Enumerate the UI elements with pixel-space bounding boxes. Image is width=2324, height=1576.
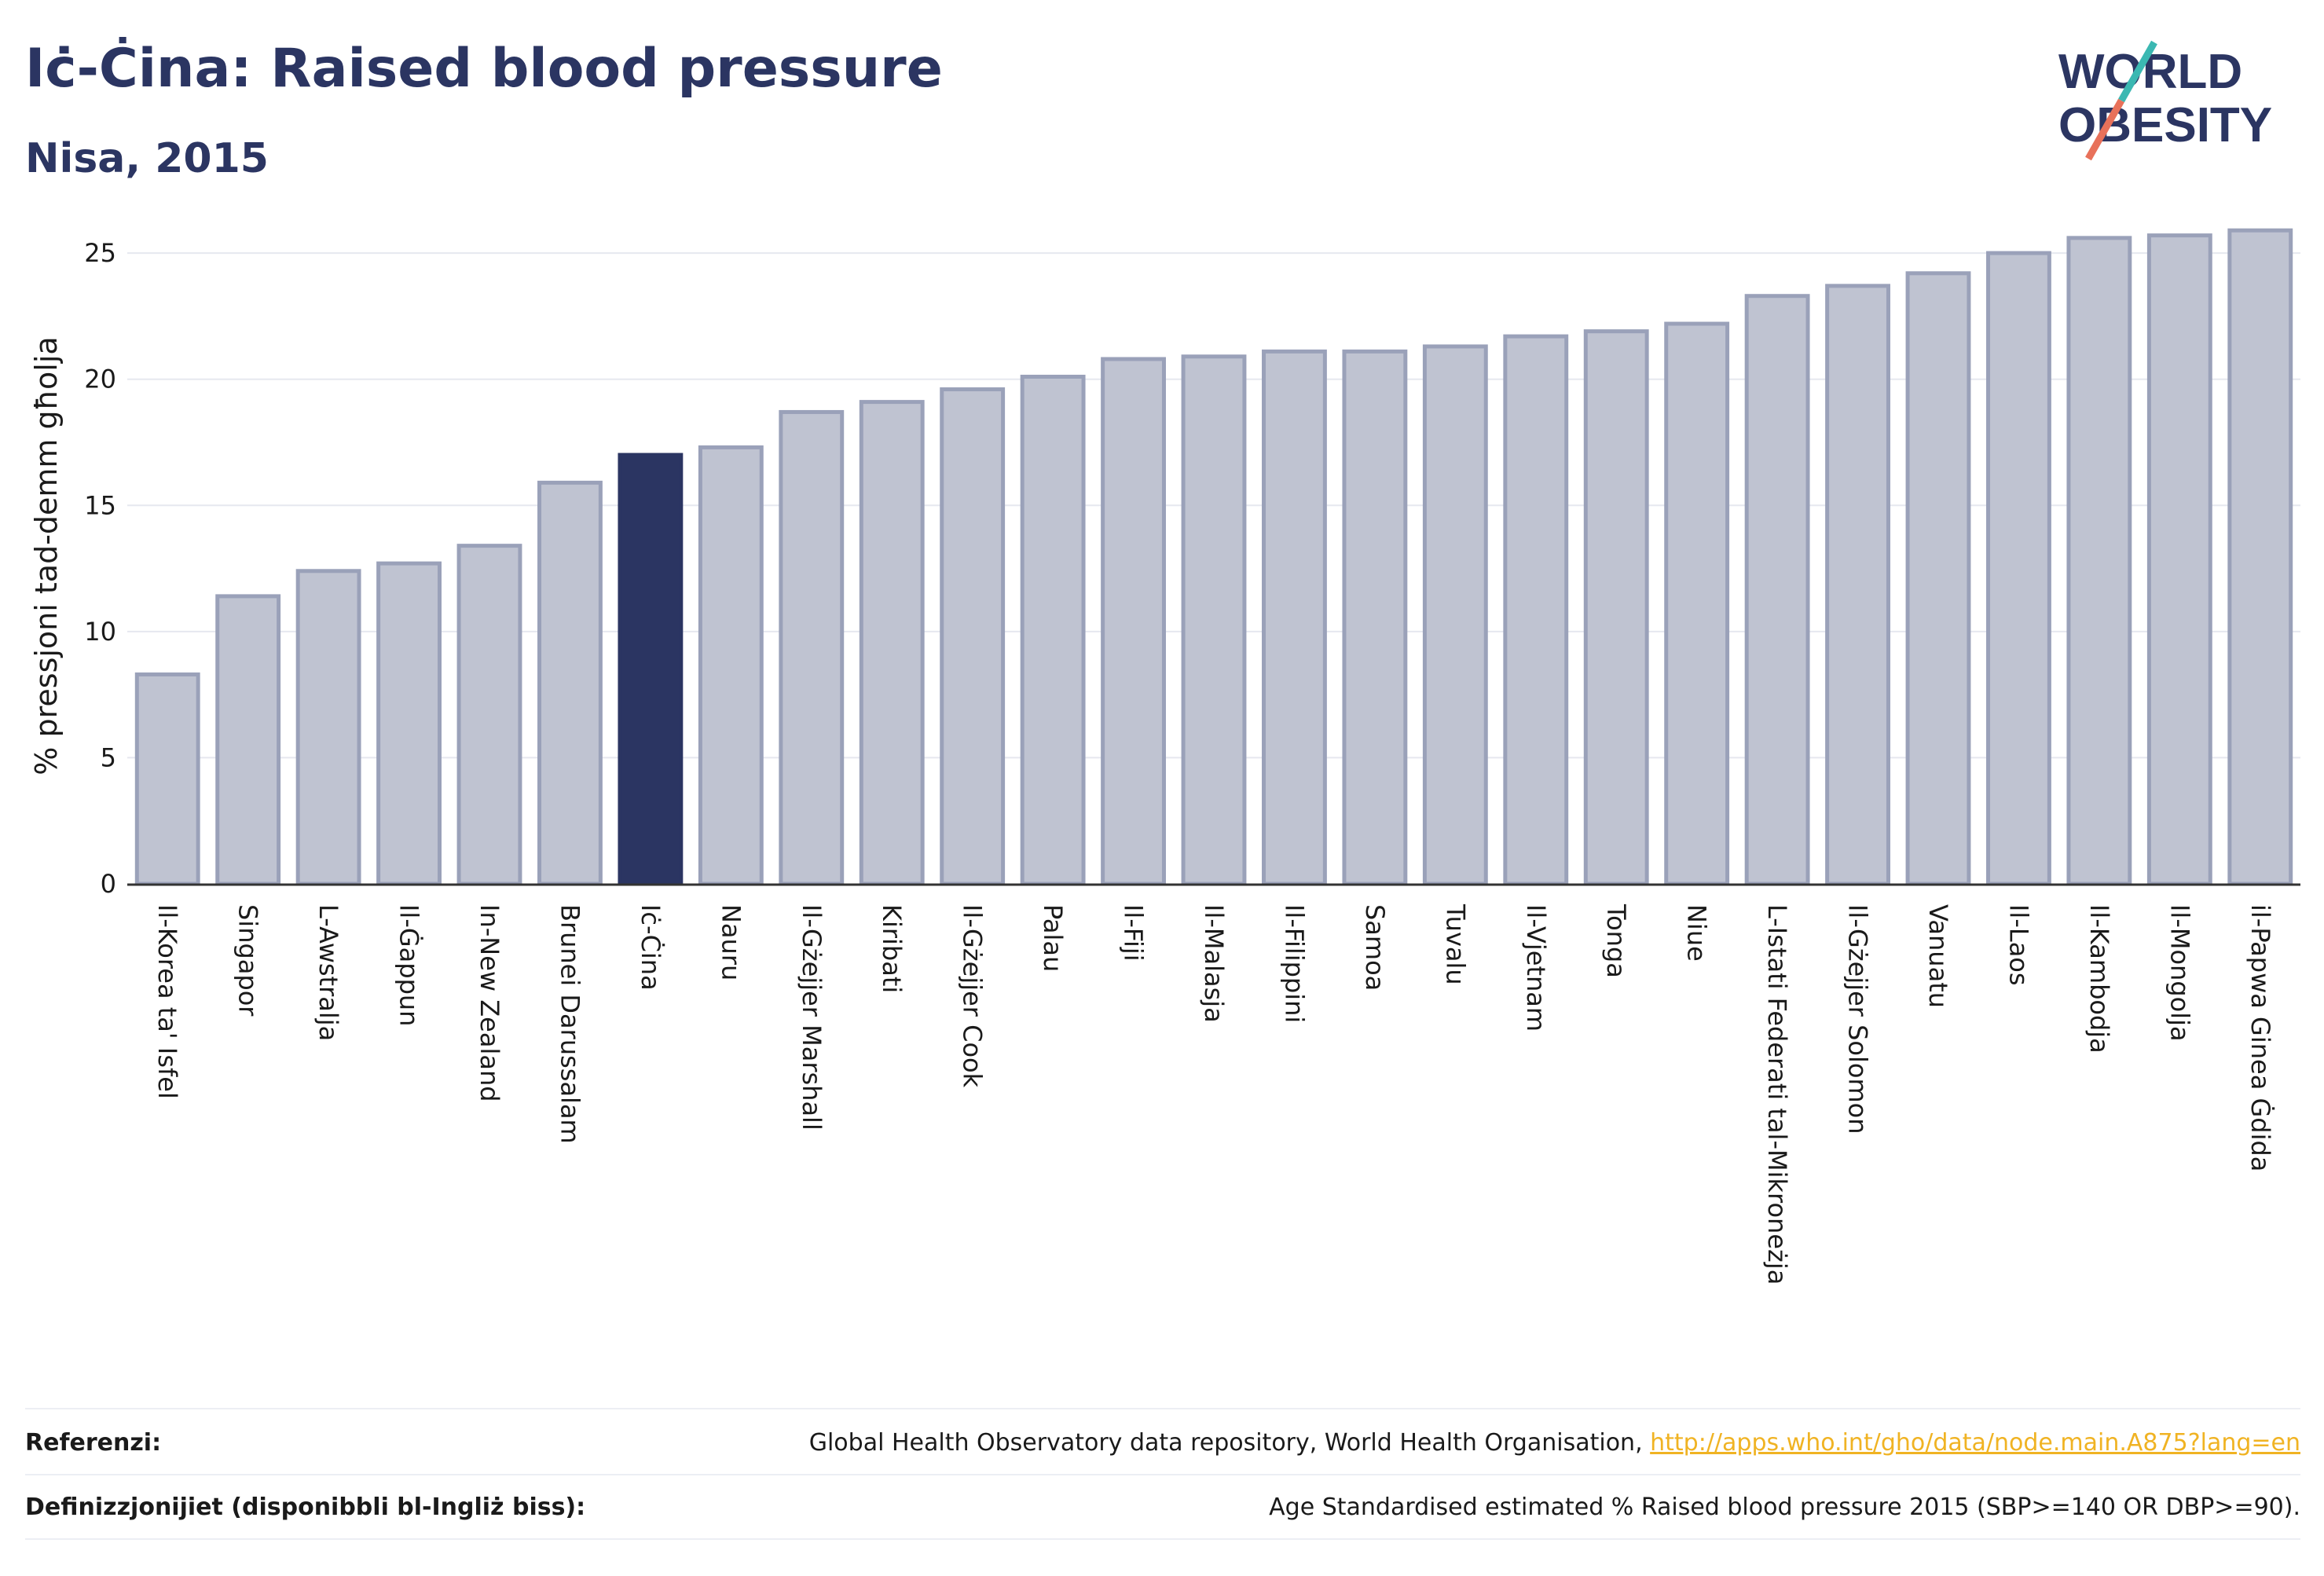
- y-axis-label: % pressjoni tad-demm għolja: [29, 336, 64, 775]
- x-tick-label: Il-Korea ta' Isfel: [152, 904, 182, 1099]
- x-tick-label: Il-Ġappun: [394, 904, 424, 1026]
- bar-chart: 0 5 10 15 20 25 Il-Korea ta' Isfel Singapor L-Aw…: [29, 228, 2300, 1285]
- x-tick-label: Brunei Darussalam: [555, 904, 585, 1144]
- chart-subtitle: Nisa, 2015: [25, 135, 269, 182]
- bar: [1342, 349, 1408, 886]
- bar: [1020, 374, 1086, 886]
- y-tick-label: 0: [101, 869, 116, 899]
- x-tick-label: Nauru: [716, 904, 746, 980]
- x-tick-label: Il-Gżejjer Marshall: [797, 904, 827, 1131]
- x-tick-label: Il-Laos: [2003, 904, 2033, 986]
- bar: [1744, 294, 1810, 886]
- x-tick-label: Samoa: [1360, 904, 1390, 991]
- y-tick-label: 15: [84, 490, 116, 520]
- references-label: Referenzi:: [25, 1428, 162, 1457]
- x-tick-label: Tonga: [1601, 903, 1631, 978]
- references-text: Global Health Observatory data repositor…: [808, 1428, 1651, 1457]
- definitions-row: Definizzjonijiet (disponibbli bl-Ingliż …: [25, 1475, 2300, 1538]
- x-tick-label: Il-Fiji: [1119, 904, 1149, 962]
- definitions-text: Age Standardised estimated % Raised bloo…: [1269, 1493, 2300, 1521]
- footer-divider-top: [25, 1408, 2300, 1409]
- bar: [618, 453, 684, 886]
- bar: [1181, 354, 1247, 886]
- x-tick-label: Iċ-Ċina: [636, 904, 665, 991]
- references-row: Referenzi: Global Health Observatory dat…: [25, 1411, 2300, 1474]
- bars: [134, 228, 2293, 886]
- y-tick-label: 10: [84, 617, 116, 647]
- x-tick-label: Vanuatu: [1923, 904, 1953, 1008]
- x-tick-label: Niue: [1682, 904, 1712, 962]
- bar: [1101, 357, 1166, 886]
- bar: [859, 400, 925, 886]
- x-tick-label: Il-Kambodja: [2084, 904, 2114, 1054]
- references-link[interactable]: http://apps.who.int/gho/data/node.main.A…: [1650, 1428, 2300, 1457]
- logo-slash-coral: [2085, 98, 2124, 161]
- axis-labels: 0 5 10 15 20 25 Il-Korea ta' Isfel Singapor L-Aw…: [29, 238, 2275, 1285]
- x-tick-label: L-Awstralja: [313, 904, 343, 1041]
- bar: [2066, 236, 2132, 886]
- bar: [1664, 321, 1730, 886]
- y-tick-label: 5: [101, 742, 116, 772]
- x-tick-label: Palau: [1038, 904, 1068, 972]
- bar: [2227, 228, 2293, 886]
- x-tick-label: Il-Gżejjer Solomon: [1843, 904, 1873, 1134]
- references-value: Global Health Observatory data repositor…: [809, 1429, 2300, 1457]
- x-tick-label: Il-Filippini: [1279, 904, 1309, 1023]
- bar: [456, 544, 522, 886]
- bar: [537, 480, 603, 886]
- bar: [698, 445, 764, 886]
- definitions-label: Definizzjonijiet (disponibbli bl-Ingliż …: [25, 1493, 586, 1521]
- x-tick-label: Il-Mongolja: [2165, 904, 2194, 1042]
- x-tick-label: il-Papwa Ginea Ġdida: [2245, 904, 2275, 1171]
- x-tick-label: In-New Zealand: [475, 904, 504, 1102]
- x-tick-label: Il-Malasja: [1199, 904, 1229, 1023]
- logo-slash-teal: [2118, 40, 2157, 103]
- world-obesity-logo: WORLD OBESITY: [2058, 40, 2272, 161]
- x-tick-label: Tuvalu: [1440, 903, 1470, 985]
- bar: [1825, 284, 1890, 886]
- bar: [2146, 233, 2212, 886]
- bar: [1503, 334, 1569, 886]
- chart-title: Iċ-Ċina: Raised blood pressure: [25, 38, 943, 100]
- footer-divider-bottom: [25, 1538, 2300, 1540]
- bar: [376, 561, 442, 886]
- bar: [1422, 344, 1488, 886]
- bar: [1986, 251, 2051, 886]
- y-tick-label: 25: [84, 238, 116, 268]
- bar: [779, 409, 845, 886]
- bar: [215, 594, 281, 886]
- y-tick-label: 20: [84, 365, 116, 394]
- bar: [1262, 349, 1327, 886]
- bar: [1905, 271, 1971, 886]
- x-tick-label: Singapor: [233, 904, 263, 1017]
- bar: [940, 387, 1006, 886]
- x-tick-label: L-Istati Federati tal-Mikroneżja: [1762, 904, 1792, 1285]
- x-tick-label: Il-Vjetnam: [1521, 904, 1551, 1032]
- footer-divider-middle: [25, 1474, 2300, 1475]
- x-tick-label: Il-Gżejjer Cook: [958, 904, 988, 1088]
- bar: [134, 672, 200, 886]
- bar: [1583, 329, 1649, 886]
- x-tick-label: Kiribati: [877, 904, 907, 993]
- bar: [295, 569, 361, 886]
